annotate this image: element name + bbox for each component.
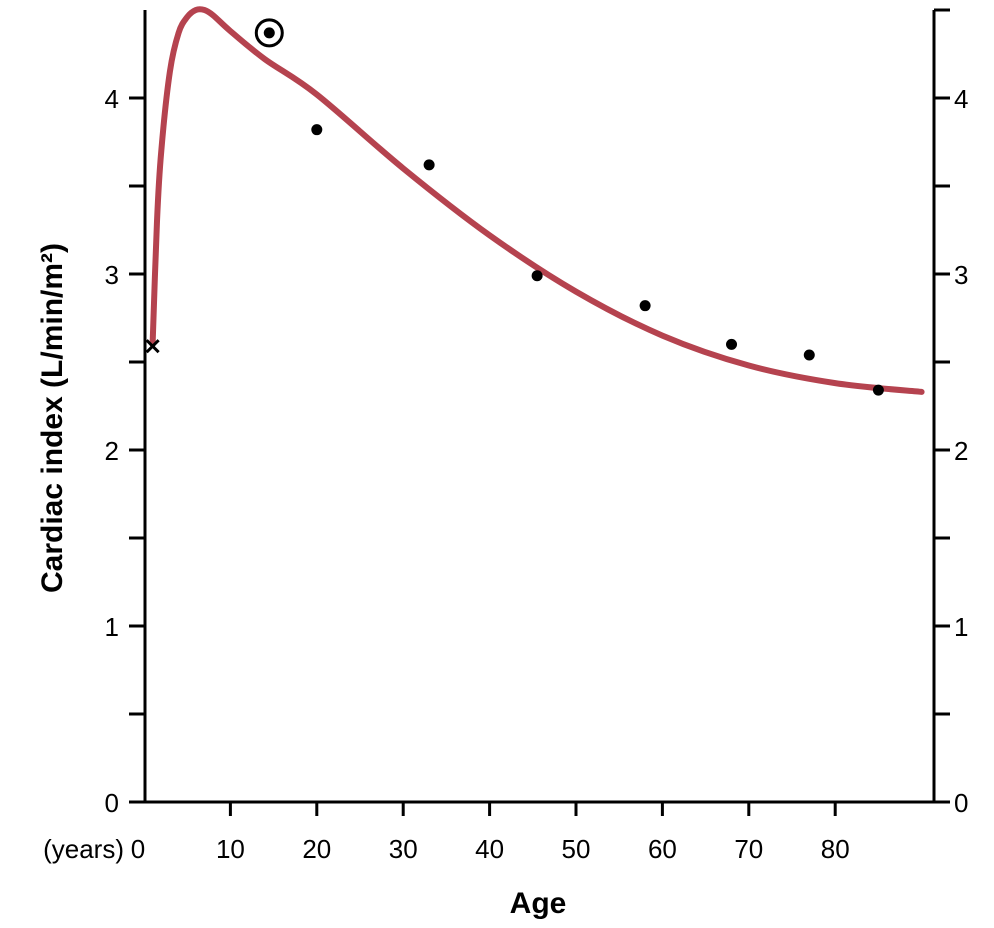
y-tick-label-left: 2 (105, 436, 119, 466)
y-tick-label-left: 4 (105, 84, 119, 114)
x-tick-label: 60 (648, 834, 677, 864)
data-point (311, 124, 323, 136)
tick-labels: 0 01 12 23 34 40 10 20 30 40 50 60 70 80 (105, 84, 969, 864)
data-point (423, 159, 435, 171)
y-tick-label-right: 4 (954, 84, 968, 114)
data-point (803, 349, 815, 361)
x-tick-label: 10 (216, 834, 245, 864)
axes (143, 8, 950, 804)
data-point (726, 338, 738, 350)
x-axis-title: Age (510, 887, 567, 920)
data-point (531, 270, 543, 282)
data-point-circled (263, 27, 275, 39)
data-point-circled-ring (254, 18, 284, 48)
x-tick-label: 20 (302, 834, 331, 864)
y-tick-label-right: 1 (954, 612, 968, 642)
ticks (129, 96, 950, 816)
x-unit-label: (years) (43, 834, 124, 864)
x-tick-label: 80 (821, 834, 850, 864)
y-tick-label-left: 1 (105, 612, 119, 642)
data-point (872, 384, 884, 396)
x-tick-label: 50 (562, 834, 591, 864)
data-markers (145, 18, 884, 396)
data-point-x-stroke-b (145, 339, 160, 354)
y-tick-label-left: 0 (105, 788, 119, 818)
fit-curve-line (149, 6, 925, 395)
x-tick-label: 70 (734, 834, 763, 864)
x-tick-label: 40 (475, 834, 504, 864)
y-tick-label-right: 3 (954, 260, 968, 290)
y-tick-label-right: 0 (954, 788, 968, 818)
y-axis-title: Cardiac index (L/min/m²) (36, 243, 69, 593)
x-tick-label: 30 (389, 834, 418, 864)
y-tick-label-right: 2 (954, 436, 968, 466)
y-tick-label-left: 3 (105, 260, 119, 290)
data-point (639, 300, 651, 312)
x-tick-label: 0 (131, 834, 145, 864)
